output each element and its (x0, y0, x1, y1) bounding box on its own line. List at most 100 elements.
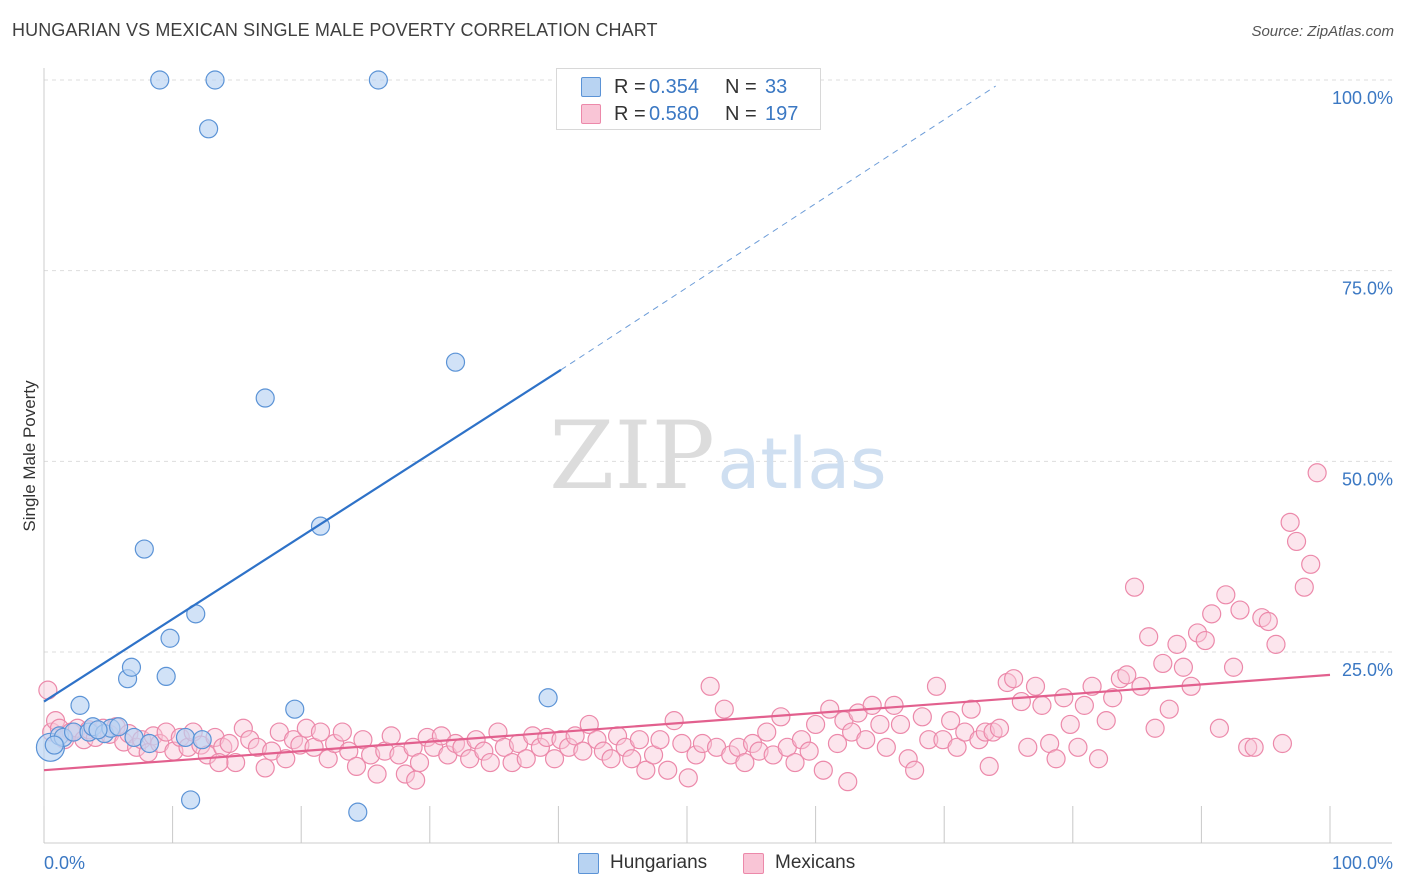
stats-legend: R = 0.354 N = 33 R = 0.580 N = 197 (556, 68, 821, 130)
mexican-point (785, 752, 805, 773)
hungarian-trend-line (43, 368, 562, 703)
tick-labels: 25.0% 50.0% 75.0% 100.0% 0.0% 100.0% (44, 88, 1393, 873)
mexican-point (664, 711, 684, 731)
hungarian-point (255, 388, 275, 408)
watermark-atlas: atlas (717, 423, 886, 505)
mexican-points (38, 463, 1327, 792)
mexican-point (38, 680, 58, 700)
mexican-point (1025, 676, 1046, 696)
mexican-point (587, 730, 607, 750)
mexican-point (283, 730, 304, 750)
mexican-point (156, 722, 176, 742)
mexican-point (593, 741, 614, 761)
mexican-point (1004, 669, 1024, 689)
y-tick-label: 100.0% (1332, 88, 1393, 108)
mexican-point (523, 726, 543, 746)
hungarian-point (156, 666, 176, 687)
mexican-point (919, 730, 939, 750)
mexican-point (544, 749, 565, 769)
mexican-point (332, 722, 352, 742)
n-value: 33 (765, 76, 788, 98)
mexican-point (1096, 711, 1116, 731)
mexican-point (1230, 600, 1250, 620)
mexican-point (1011, 691, 1031, 712)
hungarian-point (181, 790, 201, 810)
mexican-point (1301, 554, 1321, 574)
mexican-point (233, 718, 253, 738)
mexican-point (735, 752, 755, 773)
axes (43, 68, 1392, 844)
hungarian-point (192, 730, 212, 750)
mexican-point (898, 749, 918, 769)
mexican-point (1139, 627, 1159, 647)
mexican-point (820, 699, 840, 719)
mexican-point (1117, 665, 1137, 685)
mexican-point (1294, 577, 1314, 597)
mexican-point (381, 726, 401, 746)
mexican-point (1223, 657, 1244, 677)
x-tick-label: 0.0% (44, 853, 85, 873)
hungarian-point (285, 699, 305, 719)
y-tick-label: 25.0% (1342, 660, 1393, 680)
mexican-point (1266, 634, 1286, 654)
hungarian-point (150, 70, 170, 90)
mexican-point (862, 695, 882, 715)
mexican-point (1286, 531, 1307, 552)
mexican-point (530, 737, 550, 757)
r-label: R = (614, 103, 646, 125)
mexican-point (1173, 657, 1193, 677)
mexican-point (975, 722, 995, 742)
mexican-point (551, 730, 571, 750)
mexican-point (890, 714, 911, 735)
mexican-point (276, 749, 296, 769)
hungarian-point (121, 657, 142, 677)
mexican-point (686, 745, 706, 765)
mexican-point (658, 760, 678, 780)
source-label: Source: ZipAtlas.com (1251, 23, 1394, 40)
n-label: N = (725, 76, 757, 98)
mexican-point (650, 730, 670, 750)
y-axis-label: Single Male Poverty (20, 380, 39, 532)
mexican-point (989, 718, 1010, 738)
mexican-point (876, 737, 896, 757)
hungarian-point (139, 733, 160, 754)
mexican-point (1202, 604, 1222, 624)
mexican-point (1074, 695, 1094, 715)
mexican-swatch (743, 853, 764, 874)
mexican-point (700, 676, 720, 696)
mexican-point (1145, 718, 1165, 738)
legend-row-mexicans: R = 0.580 N = 197 (557, 100, 820, 128)
mexican-point (247, 737, 268, 757)
mexican-point (805, 714, 826, 735)
gridlines (44, 79, 1392, 653)
hungarian-trend-extension (560, 85, 996, 371)
mexican-point (791, 730, 812, 750)
legend-label: Mexicans (775, 852, 856, 873)
mexican-point (516, 749, 536, 769)
mexican-point (474, 741, 494, 761)
mexican-point (629, 730, 650, 750)
mexican-point (1103, 688, 1123, 708)
mexican-point (1209, 718, 1230, 738)
mexican-point (961, 699, 981, 719)
mexican-point (409, 752, 430, 773)
mexican-point (799, 741, 819, 761)
mexican-point (1280, 512, 1300, 532)
mexican-point (1054, 688, 1074, 708)
mexican-point (1124, 577, 1145, 597)
r-value: 0.580 (649, 103, 700, 125)
hungarian-point (199, 119, 219, 139)
chart-title: HUNGARIAN VS MEXICAN SINGLE MALE POVERTY… (12, 20, 658, 40)
mexican-point (856, 730, 876, 750)
mexican-point (1167, 634, 1187, 654)
hungarian-point (445, 352, 466, 372)
mexican-point (1018, 737, 1038, 757)
hungarian-point (44, 735, 64, 755)
trend-lines (43, 85, 1331, 772)
mexican-point (1307, 463, 1327, 483)
mexican-point (494, 737, 514, 757)
mexican-point (219, 733, 239, 754)
mexican-point (1272, 733, 1293, 754)
x-tick-label: 100.0% (1332, 853, 1393, 873)
